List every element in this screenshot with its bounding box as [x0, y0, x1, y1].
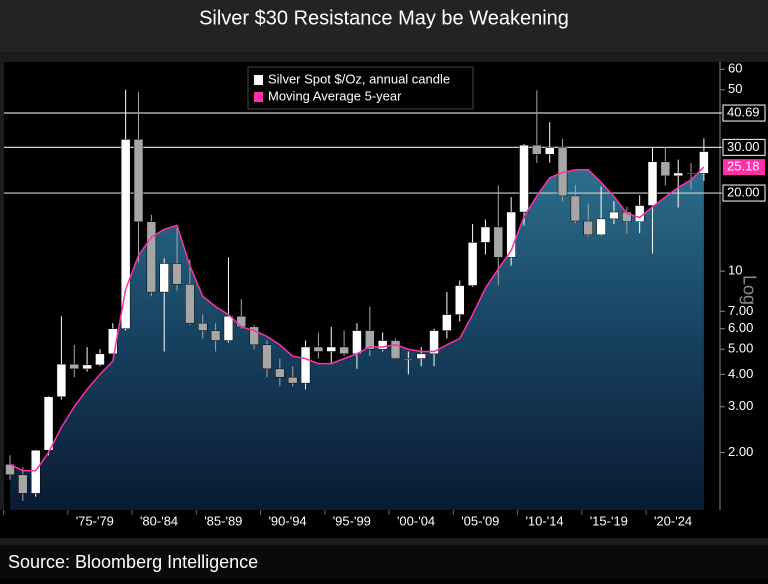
candle-body: [519, 144, 529, 213]
legend-swatch: [254, 92, 263, 102]
candle-body: [198, 322, 208, 331]
candle-body: [429, 330, 439, 355]
scale-label: Log: [739, 275, 759, 305]
candle-body: [185, 284, 195, 324]
x-tick-label: '15-'19: [590, 513, 628, 528]
candle-body: [313, 346, 324, 352]
legend-label: Moving Average 5-year: [268, 88, 402, 103]
y-tick-label: 2.00: [728, 444, 753, 459]
candle-body: [95, 353, 105, 366]
candle-body: [467, 242, 478, 286]
candle-body: [455, 285, 465, 315]
candle-body: [647, 161, 658, 206]
candle-body: [622, 211, 632, 223]
candle-body: [609, 211, 619, 220]
candle-body: [699, 151, 709, 174]
y-tick-label: 5.00: [728, 341, 753, 356]
hline-label: 20.00: [727, 184, 760, 199]
candle-body: [442, 314, 452, 331]
candle-body: [43, 396, 54, 451]
candle-body: [390, 340, 401, 359]
x-tick-label: '95-'99: [333, 513, 371, 528]
x-tick-label: '20-'24: [654, 513, 692, 528]
ma-value-label: 25.18: [727, 159, 760, 174]
legend-box: [247, 66, 474, 110]
candle-body: [56, 363, 67, 397]
candle-body: [287, 376, 298, 384]
candle-body: [30, 449, 41, 494]
candle-body: [172, 263, 182, 285]
candle-body: [570, 195, 581, 222]
candle-body: [506, 211, 516, 258]
label-box: [722, 104, 766, 122]
source: Source: Bloomberg Intelligence: [8, 552, 258, 572]
candle-body: [300, 346, 311, 384]
candle-body: [544, 147, 555, 155]
y-tick-label: 4.00: [728, 366, 753, 381]
candle-body: [236, 315, 247, 328]
candle-body: [377, 340, 388, 350]
candle-body: [133, 139, 144, 223]
y-tick-label: 6.00: [728, 320, 753, 335]
candle-body: [275, 368, 285, 378]
hline-label: 40.69: [727, 104, 760, 119]
hline-label: 30.00: [727, 139, 760, 154]
y-tick-label: 10: [728, 263, 742, 278]
candle-body: [660, 161, 671, 177]
candle-body: [365, 330, 375, 350]
x-tick-label: '75-'79: [76, 513, 114, 528]
candle-body: [326, 346, 336, 352]
label-box: [722, 184, 766, 202]
candle-body: [159, 263, 169, 293]
ma-line: [9, 166, 705, 472]
candle-body: [18, 474, 28, 494]
x-tick-label: '00-'04: [397, 513, 435, 528]
footer: [0, 545, 768, 579]
candle-body: [493, 226, 504, 258]
candle-body: [686, 172, 696, 175]
x-tick-label: '05-'09: [461, 513, 499, 528]
chart-title: Silver $30 Resistance May be Weakening: [199, 7, 569, 29]
x-axis-area: [0, 510, 768, 538]
x-tick-label: '85-'89: [204, 513, 242, 528]
y-tick-label: 50: [728, 81, 742, 96]
candle-body: [120, 139, 131, 329]
candle-body: [223, 315, 234, 341]
candle-body: [480, 226, 491, 243]
candle-body: [532, 144, 542, 155]
candle-body: [249, 326, 259, 346]
candle-body: [262, 344, 272, 370]
candle-body: [69, 363, 79, 370]
candle-body: [416, 353, 426, 359]
legend: Silver Spot $/Oz, annual candle Moving Av…: [247, 66, 474, 110]
candle-body: [596, 218, 606, 236]
y-tick-label: 7.00: [728, 303, 753, 318]
ma-area: [10, 167, 704, 510]
x-tick-label: '80-'84: [140, 513, 178, 528]
candle-body: [210, 330, 221, 341]
label-box: [722, 138, 766, 156]
candle-body: [673, 172, 683, 177]
title-bar: [0, 0, 768, 52]
candle-body: [583, 220, 593, 236]
y-tick-label: 60: [728, 61, 742, 76]
candle-body: [403, 358, 414, 360]
candle-body: [146, 221, 157, 293]
axis-area: [720, 62, 768, 510]
x-tick-label: '90-'94: [268, 513, 306, 528]
candle-body: [634, 205, 645, 223]
candle-body: [352, 330, 362, 355]
candle-body: [108, 328, 118, 355]
candle-body: [82, 364, 92, 370]
legend-swatch: [254, 75, 263, 85]
candle-body: [339, 346, 349, 355]
ma-label-box: [723, 159, 765, 176]
y-tick-label: 3.00: [728, 398, 753, 413]
legend-label: Silver Spot $/Oz, annual candle: [268, 71, 450, 86]
x-tick-label: '10-'14: [525, 513, 563, 528]
